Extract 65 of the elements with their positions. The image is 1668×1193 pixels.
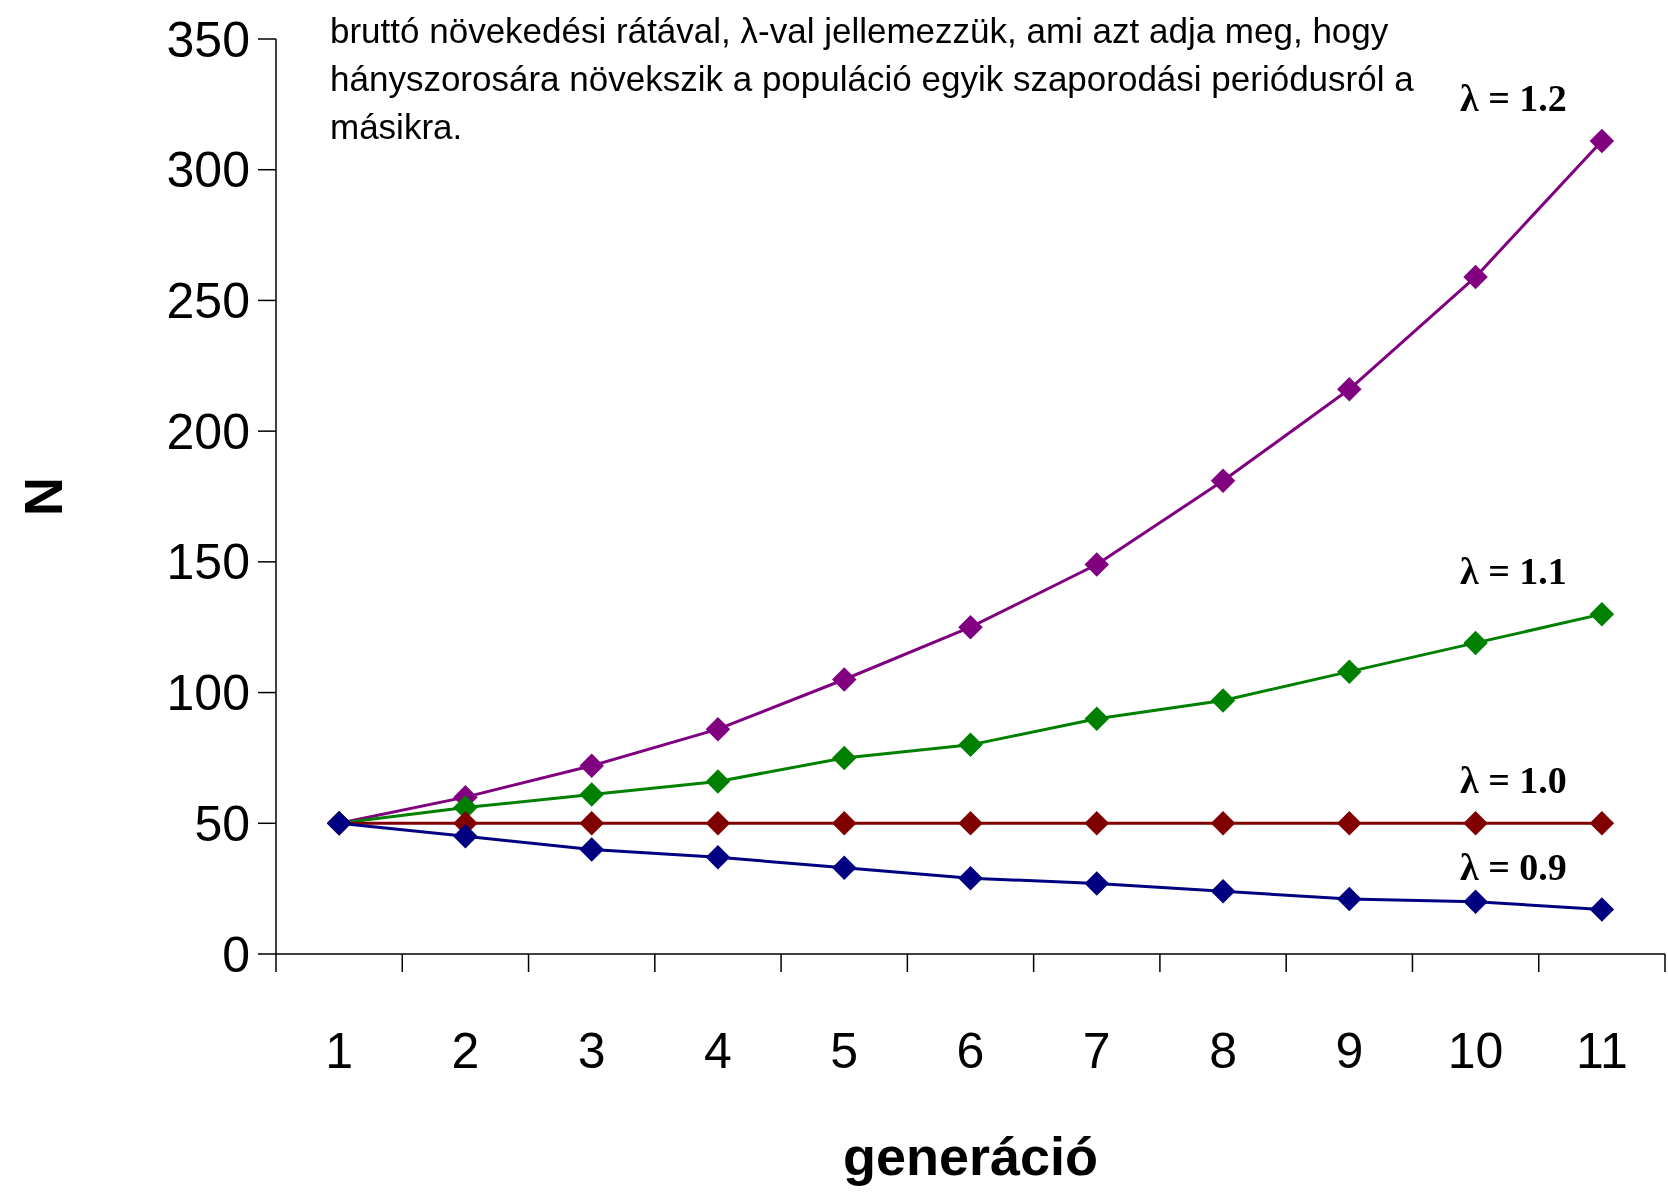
point — [1084, 552, 1110, 577]
series-label: λ = 1.1 — [1460, 550, 1567, 593]
point — [1589, 897, 1615, 922]
y-tick-label: 0 — [222, 926, 250, 983]
point — [1337, 886, 1362, 912]
y-tick-label: 150 — [166, 534, 250, 591]
y-tick-label: 50 — [194, 795, 250, 852]
x-tick-label: 11 — [1575, 1023, 1628, 1079]
y-axis-title: N — [13, 477, 73, 516]
point — [1210, 468, 1236, 494]
point — [579, 811, 604, 836]
x-tick-label: 9 — [1335, 1023, 1364, 1079]
x-tick-label: 5 — [830, 1023, 859, 1079]
point — [1589, 811, 1615, 836]
point — [831, 667, 857, 692]
point — [1463, 889, 1488, 914]
point — [831, 811, 857, 836]
series-label: λ = 1.2 — [1460, 76, 1567, 119]
point — [1337, 377, 1362, 402]
x-tick-label: 1 — [325, 1023, 354, 1079]
y-tick-label: 100 — [166, 665, 250, 722]
x-tick-label: 2 — [451, 1023, 480, 1079]
point — [831, 745, 857, 771]
y-tick-label: 350 — [166, 11, 250, 68]
point — [1084, 871, 1110, 896]
series-label: λ = 0.9 — [1460, 845, 1567, 888]
annotation: hányszorosára növekszik a populáció egyik szaporodási periódusról a — [330, 59, 1415, 98]
x-tick-label: 10 — [1447, 1023, 1504, 1079]
y-tick-label: 250 — [166, 272, 250, 329]
point — [1210, 811, 1236, 836]
point — [1084, 811, 1110, 836]
x-tick-label: 3 — [577, 1023, 606, 1079]
point — [1463, 811, 1488, 836]
point — [705, 811, 731, 836]
y-tick-label: 300 — [166, 142, 250, 199]
x-axis-title: generáció — [842, 1126, 1099, 1186]
point — [579, 837, 604, 862]
x-tick-label: 4 — [704, 1023, 732, 1079]
x-tick-label: 6 — [956, 1023, 985, 1079]
point — [579, 753, 604, 779]
point — [958, 865, 983, 891]
point — [1337, 811, 1362, 836]
point — [1589, 601, 1615, 627]
point — [1210, 879, 1236, 904]
annotation: bruttó növekedési rátával, λ-val jellemezzük, ami azt adja meg, hogy — [330, 11, 1389, 50]
series-label: λ = 1.0 — [1460, 759, 1567, 802]
point — [958, 732, 983, 758]
point — [1463, 264, 1488, 290]
point — [705, 769, 731, 794]
point — [1589, 128, 1615, 154]
point — [1463, 630, 1488, 656]
point — [579, 782, 604, 807]
annotation: másikra. — [330, 107, 463, 146]
point — [453, 824, 478, 849]
point — [958, 811, 983, 836]
point — [831, 855, 857, 880]
point — [1210, 688, 1236, 713]
x-tick-label: 8 — [1209, 1023, 1237, 1079]
point — [705, 716, 731, 742]
point — [958, 614, 983, 640]
point — [1084, 706, 1110, 731]
point — [705, 845, 731, 870]
point — [1337, 659, 1362, 684]
y-tick-label: 200 — [166, 403, 250, 460]
x-tick-label: 7 — [1082, 1023, 1111, 1079]
